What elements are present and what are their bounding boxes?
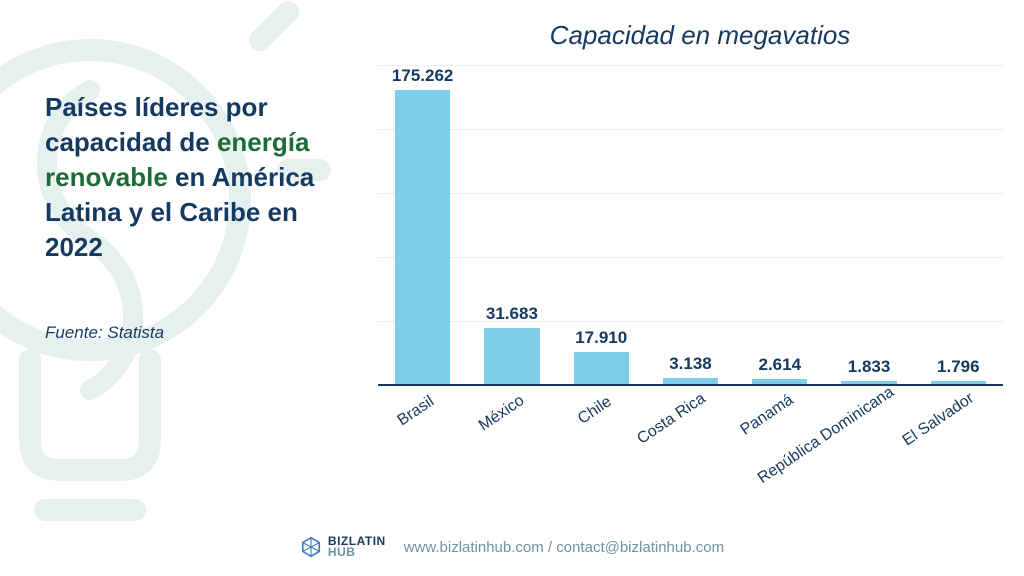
bar-slot: 31.683 — [467, 66, 556, 384]
bar-value-label: 1.833 — [848, 357, 891, 377]
bar-value-label: 2.614 — [758, 355, 801, 375]
bar-slot: 1.796 — [914, 66, 1003, 384]
x-axis-label: Panamá — [737, 391, 796, 439]
xlabel-slot: Chile — [557, 390, 646, 520]
bar-value-label: 31.683 — [486, 304, 538, 324]
footer-url: www.bizlatinhub.com / contact@bizlatinhu… — [404, 539, 724, 556]
bar-value-label: 175.262 — [392, 66, 453, 86]
bar — [931, 381, 986, 384]
x-axis-label: Costa Rica — [635, 390, 710, 449]
xlabel-slot: Costa Rica — [646, 390, 735, 520]
bar — [484, 328, 539, 384]
logo-text-bottom: HUB — [328, 547, 386, 558]
bar-slot: 17.910 — [557, 66, 646, 384]
xlabel-slot: Brasil — [378, 390, 467, 520]
x-axis-labels: BrasilMéxicoChileCosta RicaPanamáRepúbli… — [378, 390, 1003, 520]
bar — [663, 378, 718, 384]
bar — [752, 379, 807, 384]
logo-icon — [300, 536, 322, 558]
bar-slot: 175.262 — [378, 66, 467, 384]
chart-title: Capacidad en megavatios — [420, 20, 980, 51]
bar-slot: 1.833 — [824, 66, 913, 384]
x-axis-line — [378, 384, 1003, 386]
x-axis-label: Brasil — [394, 393, 437, 430]
bar-chart: 175.262 31.683 17.910 3.138 2.614 1.833 1.796 — [378, 66, 1003, 386]
bar-value-label: 17.910 — [575, 328, 627, 348]
bar — [841, 381, 896, 384]
bar-value-label: 1.796 — [937, 357, 980, 377]
xlabel-slot: República Dominicana — [824, 390, 913, 520]
bar-slot: 3.138 — [646, 66, 735, 384]
xlabel-slot: El Salvador — [914, 390, 1003, 520]
bar — [395, 90, 450, 384]
bar — [574, 352, 629, 384]
main-heading: Países líderes por capacidad de energía … — [45, 90, 355, 265]
xlabel-slot: México — [467, 390, 556, 520]
footer: BIZLATIN HUB www.bizlatinhub.com / conta… — [0, 530, 1024, 564]
bar-slot: 2.614 — [735, 66, 824, 384]
brand-logo: BIZLATIN HUB — [300, 536, 386, 558]
bar-value-label: 3.138 — [669, 354, 712, 374]
lightbulb-decor — [0, 0, 340, 550]
x-axis-label: Chile — [575, 393, 615, 428]
source-text: Fuente: Statista — [45, 323, 164, 343]
x-axis-label: México — [476, 392, 528, 435]
